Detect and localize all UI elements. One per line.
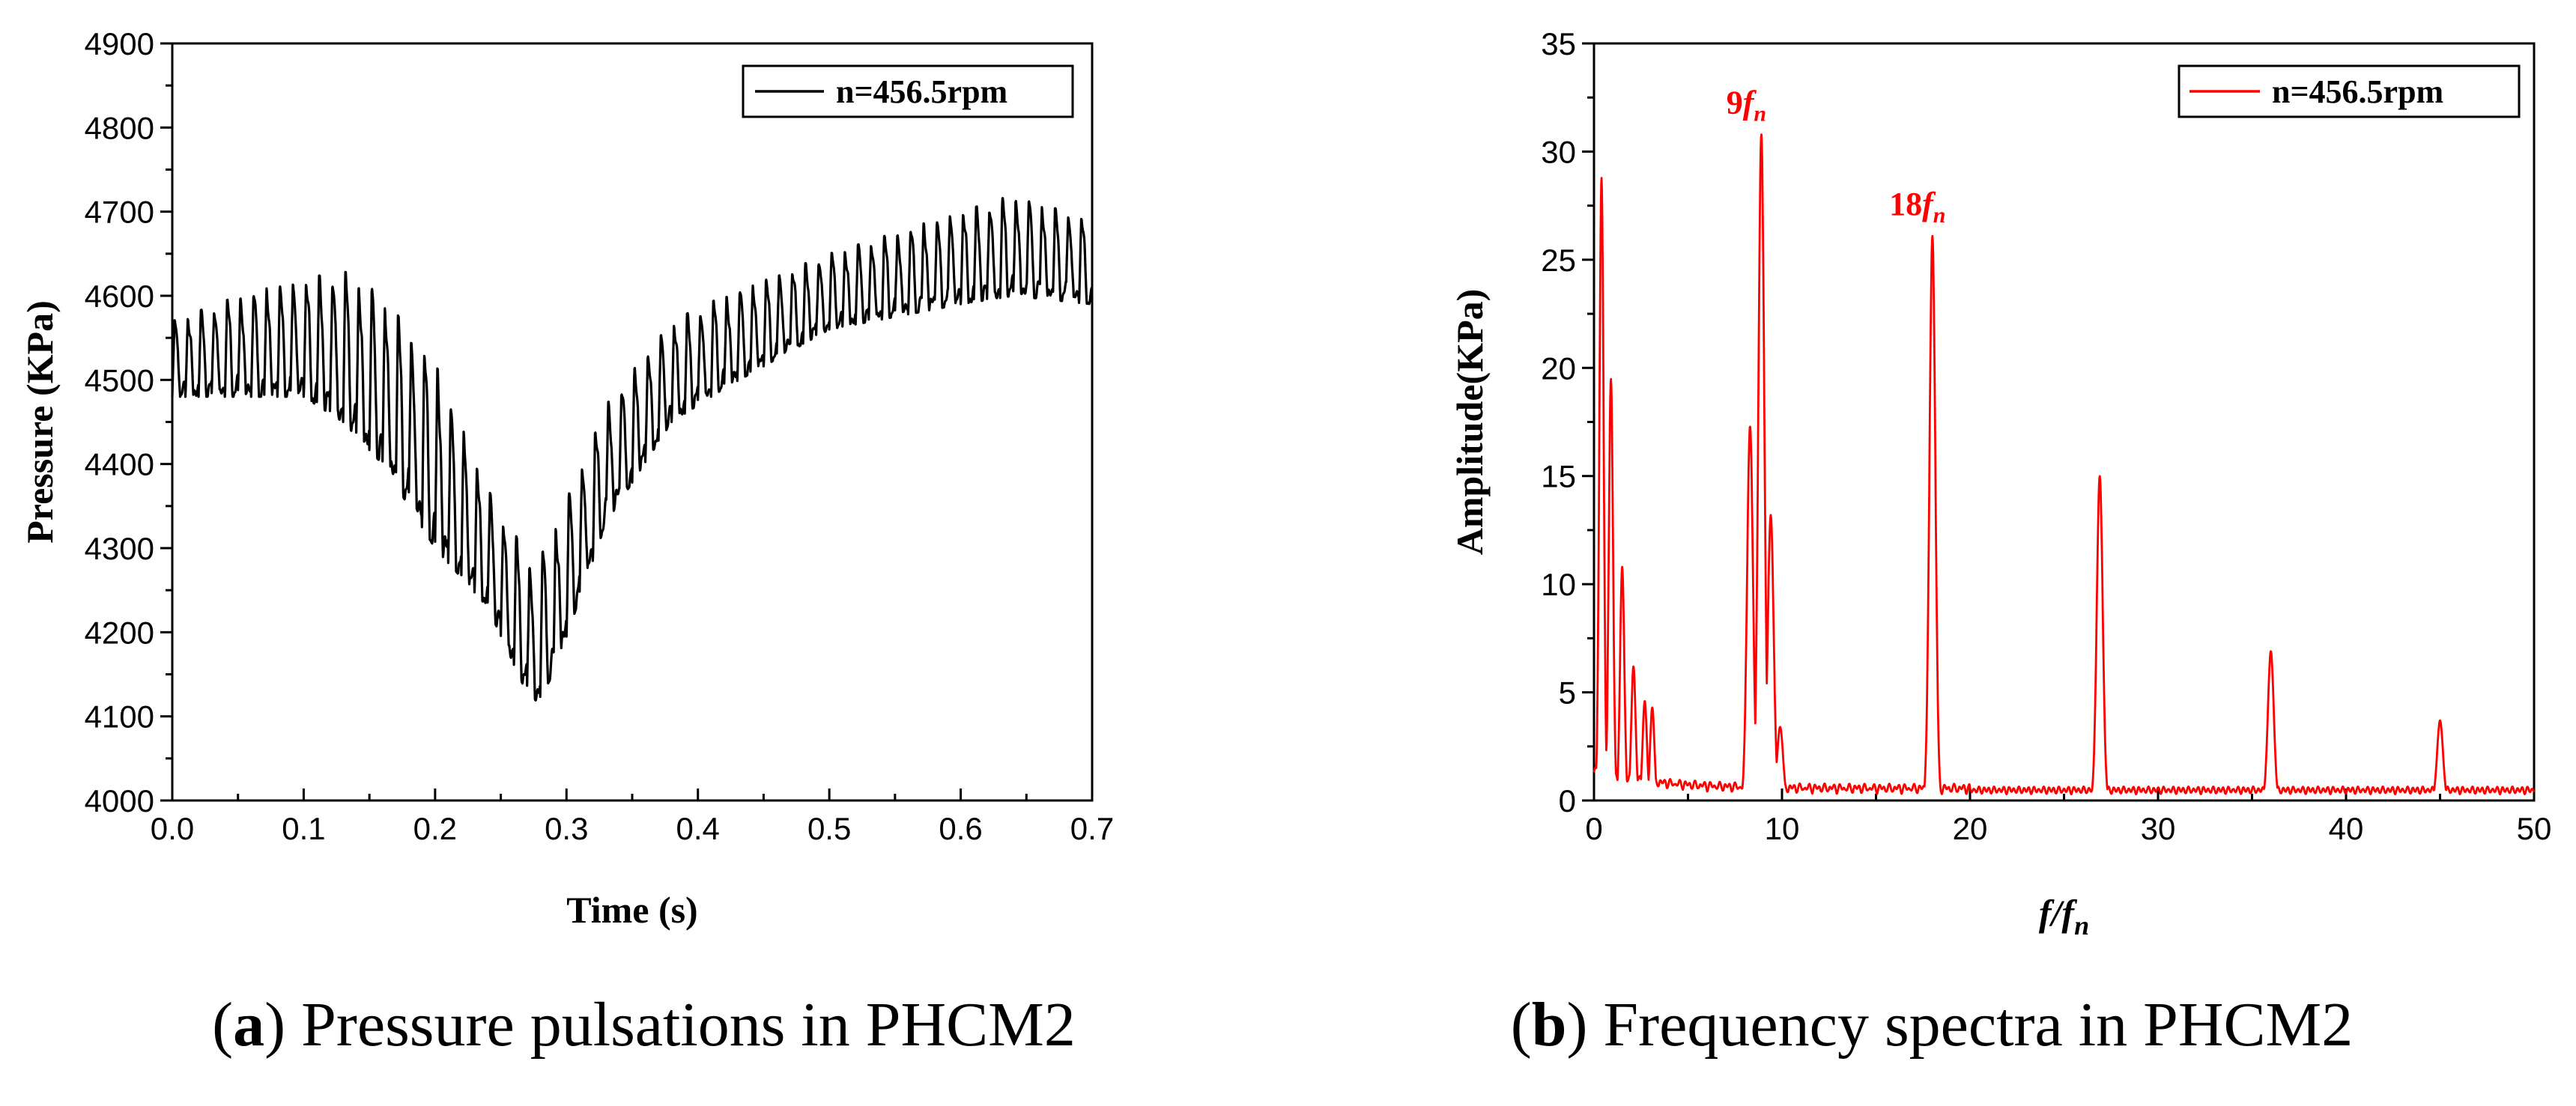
x-tick-label: 0.3	[545, 811, 588, 846]
y-tick-label: 5	[1559, 675, 1576, 711]
caption-a: (a) Pressure pulsations in PHCM2	[212, 990, 1076, 1060]
y-tick-label: 4900	[85, 26, 154, 61]
y-tick-label: 4400	[85, 447, 154, 482]
spectrum-series-line	[1592, 133, 2536, 796]
y-tick-label: 4200	[85, 615, 154, 650]
y-axis-title: Amplitude(KPa)	[1449, 289, 1491, 556]
y-tick-label: 4600	[85, 279, 154, 314]
pressure-chart: 0.0 0.1 0.2 0.3 0.4 0.5 0.6 0.7 4000 4100 4200 4300…	[19, 26, 1114, 931]
x-tick-label: 20	[1953, 811, 1988, 846]
y-tick-label: 30	[1541, 134, 1576, 169]
legend: n=456.5rpm	[2178, 64, 2521, 118]
y-tick-label: 0	[1559, 783, 1576, 818]
x-axis-title: Time (s)	[566, 889, 697, 931]
peak-annotation: 9fn	[1727, 84, 1766, 126]
peak-label: 18fn	[1889, 186, 1945, 228]
panel-b: 0 10 20 30 40 50 0 5 10 15 20 25 30 35 9fn 18fn n=456.5r…	[1288, 0, 2576, 1106]
panel-a: 0.0 0.1 0.2 0.3 0.4 0.5 0.6 0.7 4000 4100 4200 4300…	[19, 26, 1114, 1060]
x-tick-label: 30	[2141, 811, 2176, 846]
x-tick-label: 0	[1585, 811, 1602, 846]
y-axis-title: Pressure (KPa)	[19, 300, 61, 543]
x-tick-label: 0.4	[676, 811, 720, 846]
x-tick-label: 0.2	[413, 811, 457, 846]
x-tick-label: 0.5	[807, 811, 851, 846]
y-tick-label: 20	[1541, 350, 1576, 386]
y-tick-label: 4300	[85, 531, 154, 566]
y-tick-label: 4000	[85, 783, 154, 818]
peak-annotation: 18fn	[1889, 186, 1945, 228]
caption-b: (b) Frequency spectra in PHCM2	[1510, 990, 2354, 1060]
y-tick-label: 4700	[85, 195, 154, 230]
y-tick-label: 15	[1541, 459, 1576, 494]
y-tick-label: 35	[1541, 26, 1576, 61]
y-tick-label: 4100	[85, 699, 154, 735]
y-tick-label: 10	[1541, 567, 1576, 602]
pressure-series-line	[171, 197, 1094, 702]
legend-label: n=456.5rpm	[2272, 73, 2443, 110]
x-tick-label: 0.7	[1070, 811, 1114, 846]
legend-box	[742, 64, 1074, 118]
spectrum-chart: 0 10 20 30 40 50 0 5 10 15 20 25 30 35 9fn 18fn n=456.5r…	[1449, 26, 2552, 941]
x-tick-label: 50	[2517, 811, 2552, 846]
plot-frame	[1592, 42, 2536, 802]
y-tick-label: 4500	[85, 362, 154, 398]
legend: n=456.5rpm	[742, 64, 1074, 118]
x-tick-label: 0.1	[282, 811, 325, 846]
x-tick-label: 10	[1765, 811, 1800, 846]
x-axis-title: f/fn	[2039, 892, 2089, 941]
peak-label: 9fn	[1727, 84, 1766, 126]
x-tick-label: 40	[2329, 811, 2364, 846]
y-tick-label: 25	[1541, 243, 1576, 278]
x-tick-label: 0.6	[939, 811, 982, 846]
x-tick-label: 0.0	[151, 811, 194, 846]
y-tick-label: 4800	[85, 110, 154, 145]
legend-label: n=456.5rpm	[836, 73, 1007, 110]
